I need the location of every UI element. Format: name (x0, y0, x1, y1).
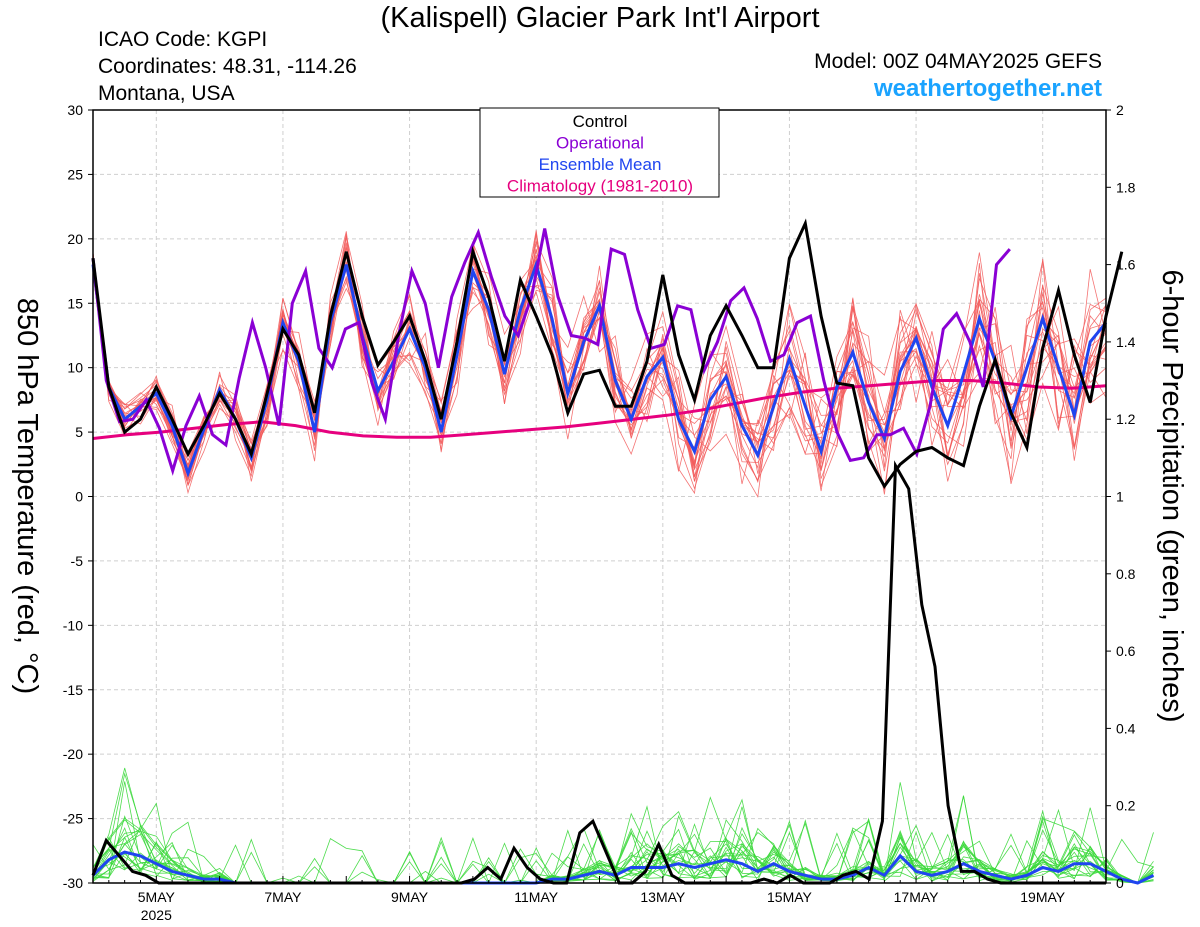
model-run: Model: 00Z 04MAY2025 GEFS (814, 50, 1102, 73)
x-tick-label: 5MAY (138, 889, 176, 905)
x-tick-year: 2025 (141, 907, 172, 923)
legend-box (479, 107, 720, 198)
legend-entry: Ensemble Mean (539, 155, 662, 174)
operational-line (91, 228, 1011, 476)
right-tick-label: 0.2 (1116, 798, 1136, 814)
right-tick-label: 0.4 (1116, 720, 1136, 736)
left-tick-label: 10 (67, 360, 83, 376)
precip-member-line (92, 772, 1154, 884)
right-tick-label: 0.8 (1116, 566, 1136, 582)
legend-entry: Climatology (1981-2010) (507, 177, 693, 196)
x-tick-label: 7MAY (264, 889, 302, 905)
legend-entry: Control (573, 112, 628, 131)
precip-control-line (91, 460, 1106, 885)
x-tick-label: 17MAY (894, 889, 940, 905)
legend: Control Operational Ensemble Mean Climatolo… (479, 107, 720, 198)
coordinates: Coordinates: 48.31, -114.26 (98, 55, 357, 78)
left-tick-label: 0 (75, 489, 83, 505)
precip-members (92, 767, 1154, 884)
left-tick-label: 15 (67, 295, 83, 311)
left-tick-label: -20 (63, 746, 83, 762)
x-tick-label: 19MAY (1020, 889, 1066, 905)
site-link[interactable]: weathertogether.net (873, 75, 1102, 102)
x-tick-label: 9MAY (391, 889, 429, 905)
left-tick-label: -10 (63, 617, 83, 633)
right-tick-label: 1.4 (1116, 334, 1136, 350)
temperature-member-line (92, 244, 1107, 464)
right-tick-label: 1.8 (1116, 179, 1136, 195)
left-tick-label: -25 (63, 811, 83, 827)
left-axis-title: 850 hPa Temperature (red, °C) (11, 298, 43, 694)
x-tick-label: 15MAY (767, 889, 813, 905)
main-series (91, 218, 1155, 885)
temperature-member-line (92, 234, 1107, 491)
icao-code: ICAO Code: KGPI (98, 28, 268, 51)
right-axis-title: 6-hour Precipitation (green, inches) (1156, 270, 1188, 723)
left-tick-label: 30 (67, 102, 83, 118)
chart-title: (Kalispell) Glacier Park Int'l Airport (380, 2, 820, 34)
temperature-members (92, 230, 1107, 499)
axes: 302520151050-5-10-15-20-25-3021.81.61.41… (11, 102, 1188, 923)
left-tick-label: 5 (75, 424, 83, 440)
left-tick-label: 25 (67, 166, 83, 182)
right-tick-label: 0 (1116, 875, 1124, 891)
grid (93, 109, 1106, 884)
right-tick-label: 1.6 (1116, 257, 1136, 273)
legend-entry: Operational (556, 134, 644, 153)
location: Montana, USA (98, 82, 235, 105)
left-tick-label: -30 (63, 875, 83, 891)
left-tick-label: -15 (63, 682, 83, 698)
control-line (91, 218, 1124, 489)
right-tick-label: 1.2 (1116, 411, 1136, 427)
x-tick-label: 13MAY (640, 889, 686, 905)
right-tick-label: 2 (1116, 102, 1124, 118)
left-tick-label: 20 (67, 231, 83, 247)
left-tick-label: -5 (71, 553, 84, 569)
right-tick-label: 0.6 (1116, 643, 1136, 659)
right-tick-label: 1 (1116, 489, 1124, 505)
x-tick-label: 11MAY (514, 889, 558, 905)
